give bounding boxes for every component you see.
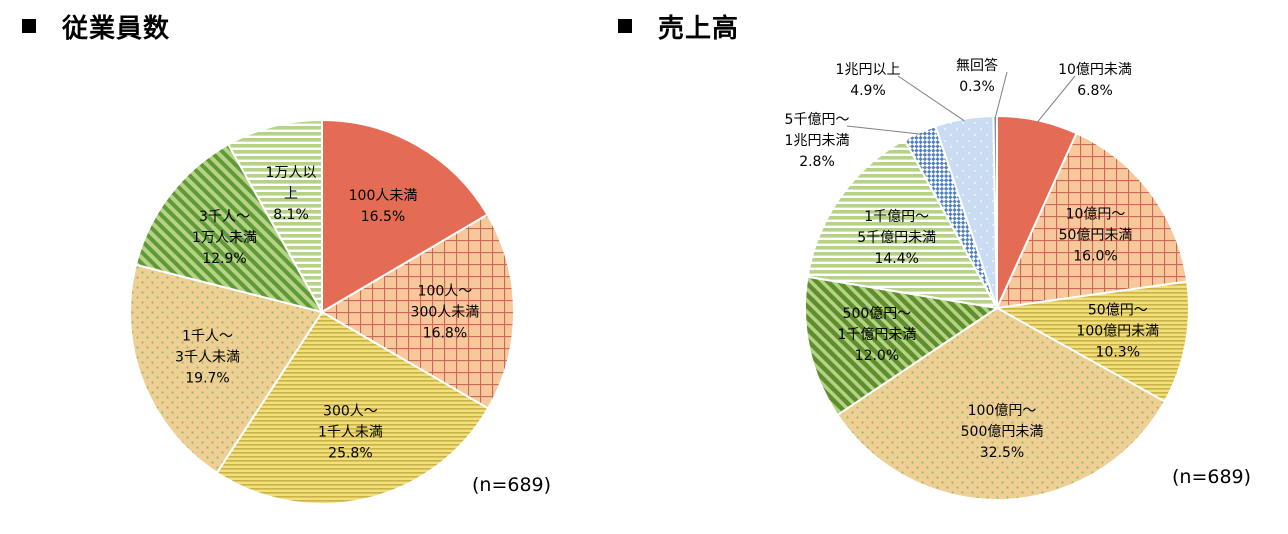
employees-slice-1 xyxy=(320,213,516,410)
employees-slice-5-category-label-1: 上 xyxy=(284,186,298,202)
sales-slice-6-category-label-1: 1兆円未満 xyxy=(785,133,850,149)
employees-slice-2-category-label-1: 1千人未満 xyxy=(318,425,383,441)
employees-slice-0-value-label: 16.5% xyxy=(361,209,405,225)
sales-slice-5-category-label-1: 5千億円未満 xyxy=(857,230,936,246)
sales-slice-0-category-label-0: 10億円未満 xyxy=(1058,62,1132,78)
sales-slice-0-value-label: 6.8% xyxy=(1077,83,1113,99)
sales-slice-3-category-label-1: 500億円未満 xyxy=(961,424,1044,440)
sales-slice-8-value-label: 0.3% xyxy=(959,79,995,95)
sales-slice-2 xyxy=(993,280,1190,403)
employees-slice-3-category-label-0: 1千人～ xyxy=(182,329,233,345)
sales-leader-line-0 xyxy=(1036,75,1076,123)
employees-slice-4-category-label-0: 3千人～ xyxy=(199,209,250,225)
title-square-icon xyxy=(22,19,36,33)
sales-slice-7-category-label-0: 1兆円以上 xyxy=(836,62,901,78)
employees-slice-4-category-label-1: 1万人未満 xyxy=(192,230,257,246)
sales-slice-4 xyxy=(804,275,1000,417)
sales-leader-line-8 xyxy=(994,71,1008,119)
sales-slice-8 xyxy=(992,114,998,309)
sales-slice-4-value-label: 12.0% xyxy=(855,348,899,364)
sales-sample-size: (n=689) xyxy=(1172,466,1252,488)
employees-slice-1-category-label-1: 300人未満 xyxy=(411,305,480,321)
title-square-icon xyxy=(618,19,632,33)
sales-leader-line-7 xyxy=(897,75,965,122)
sales-slice-8-category-label-0: 無回答 xyxy=(956,57,998,74)
employees-slice-1-value-label: 16.8% xyxy=(423,326,467,342)
sales-slice-2-value-label: 10.3% xyxy=(1096,345,1140,361)
employees-pie: 100人未満 16.5% 100人～ 300人未満 16.8% 300人～ 1千人未満 25.… xyxy=(129,118,516,505)
employees-slice-3-value-label: 19.7% xyxy=(185,371,229,387)
sales-title-text: 売上高 xyxy=(658,14,740,44)
sales-slice-4-category-label-0: 500億円～ xyxy=(843,306,912,322)
sales-slice-1-category-label-0: 10億円～ xyxy=(1066,207,1126,223)
employees-slice-3 xyxy=(129,263,324,475)
sales-slice-3-category-label-0: 100億円～ xyxy=(968,403,1037,419)
employees-slice-2-value-label: 25.8% xyxy=(328,446,372,462)
sales-leader-line-6 xyxy=(846,125,921,135)
employees-slice-5-value-label: 8.1% xyxy=(273,207,309,223)
sales-slice-3-value-label: 32.5% xyxy=(980,445,1024,461)
sales-slice-2-category-label-1: 100億円未満 xyxy=(1076,324,1159,340)
sales-pie: 10億円未満 6.8% 10億円～ 50億円未満 16.0% 50億円～ 100億円未満 10… xyxy=(785,57,1190,501)
sales-slice-1-value-label: 16.0% xyxy=(1073,249,1117,265)
employees-chart-title: 従業員数 xyxy=(22,8,170,45)
employees-slice-5 xyxy=(226,118,323,316)
employees-sample-size: (n=689) xyxy=(472,474,552,496)
sales-slice-5-category-label-0: 1千億円～ xyxy=(864,209,929,225)
employees-slice-4 xyxy=(134,143,325,314)
sales-slice-1 xyxy=(995,131,1189,310)
employees-slice-5-category-label-0: 1万人以 xyxy=(266,165,317,181)
employees-slice-2-category-label-0: 300人～ xyxy=(323,404,378,420)
sales-slice-7-value-label: 4.9% xyxy=(850,83,886,99)
employees-slice-3-category-label-1: 3千人未満 xyxy=(175,350,240,366)
employees-slice-0-category-label-0: 100人未満 xyxy=(349,188,418,204)
sales-slice-2-category-label-0: 50億円～ xyxy=(1088,303,1148,319)
sales-slice-6-category-label-0: 5千億円～ xyxy=(785,112,850,128)
employees-slice-4-value-label: 12.9% xyxy=(202,251,246,267)
employees-slice-0 xyxy=(321,118,489,314)
sales-slice-5 xyxy=(806,138,999,310)
sales-slice-3 xyxy=(836,306,1167,501)
sales-chart-title: 売上高 xyxy=(618,8,739,45)
sales-slice-6-value-label: 2.8% xyxy=(799,154,835,170)
employees-slice-2 xyxy=(215,310,490,505)
sales-slice-1-category-label-1: 50億円未満 xyxy=(1059,228,1133,244)
sales-slice-5-value-label: 14.4% xyxy=(874,251,918,267)
employees-slice-1-category-label-0: 100人～ xyxy=(418,284,473,300)
sales-slice-4-category-label-1: 1千億円未満 xyxy=(837,327,916,343)
employees-title-text: 従業員数 xyxy=(62,14,171,44)
